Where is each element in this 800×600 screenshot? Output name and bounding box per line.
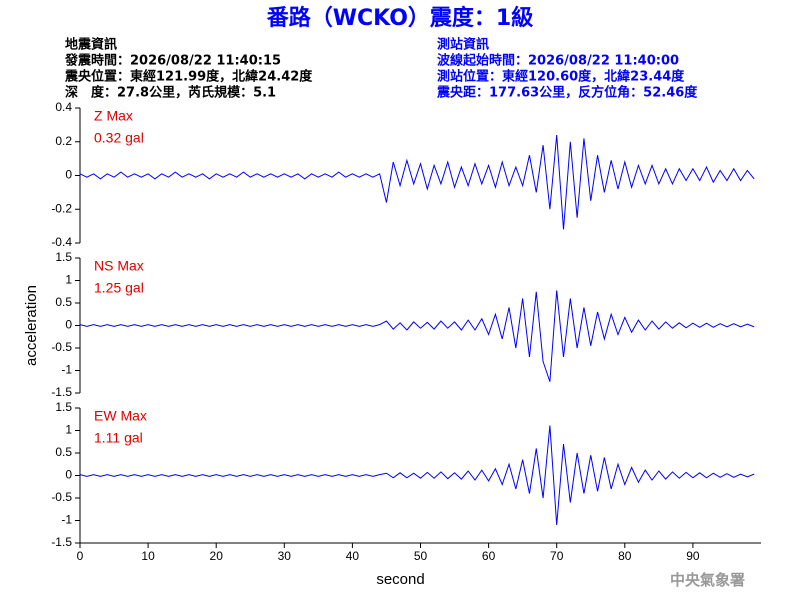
annotation: EW Max: [94, 408, 147, 424]
x-tick-label: 20: [210, 549, 224, 563]
x-tick-label: 70: [550, 549, 564, 563]
waveform: [79, 425, 755, 526]
y-tick-label: -1: [61, 363, 72, 377]
annotation: 0.32 gal: [94, 130, 144, 146]
title: 番路（WCKO）震度：1級: [266, 5, 533, 31]
x-tick-label: 90: [686, 549, 700, 563]
y-tick-label: 0.5: [55, 445, 72, 459]
y-axis-label: acceleration: [23, 285, 40, 366]
header-left: 震央位置：東經121.99度，北緯24.42度: [64, 69, 313, 85]
y-tick-label: -1: [61, 513, 72, 527]
agency: 中央氣象署: [670, 571, 745, 589]
y-tick-label: 0.5: [55, 295, 72, 309]
x-tick-label: 10: [141, 549, 155, 563]
header-left: 地震資訊: [65, 37, 117, 53]
x-tick-label: 80: [618, 549, 632, 563]
annotation: 1.11 gal: [94, 430, 143, 446]
header-left: 發震時間：2026/08/22 11:40:15: [64, 53, 281, 69]
annotation: Z Max: [94, 108, 133, 124]
y-tick-label: -1.5: [51, 385, 72, 399]
waveform: [79, 290, 755, 382]
y-tick-label: 1.5: [55, 400, 72, 414]
header-left: 深 度：27.8公里，芮氏規模：5.1: [65, 85, 276, 101]
y-tick-label: -0.5: [51, 490, 72, 504]
header-right: 測站位置：東經120.60度，北緯23.44度: [437, 69, 685, 85]
x-tick-label: 40: [346, 549, 360, 563]
y-tick-label: -0.5: [51, 340, 72, 354]
annotation: 1.25 gal: [94, 280, 144, 296]
header-right: 測站資訊: [437, 37, 489, 53]
x-tick-label: 60: [482, 549, 496, 563]
y-tick-label: -0.2: [51, 201, 72, 215]
x-tick-label: 50: [414, 549, 428, 563]
x-axis-label: second: [376, 571, 424, 588]
y-tick-label: 0.2: [55, 134, 72, 148]
y-tick-label: 0: [65, 318, 72, 332]
y-tick-label: 1: [65, 423, 72, 437]
header-right: 波線起始時間：2026/08/22 11:40:00: [437, 53, 679, 69]
header-right: 震央距：177.63公里，反方位角：52.46度: [436, 85, 698, 101]
y-tick-label: -0.4: [51, 235, 72, 249]
y-tick-label: 1: [65, 273, 72, 287]
y-tick-label: -1.5: [51, 535, 72, 549]
waveform: [79, 134, 755, 230]
annotation: NS Max: [94, 258, 144, 274]
x-tick-label: 30: [278, 549, 292, 563]
x-tick-label: 0: [77, 549, 84, 563]
y-tick-label: 0.4: [55, 100, 72, 114]
y-tick-label: 0: [65, 468, 72, 482]
y-tick-label: 0: [65, 168, 72, 182]
y-tick-label: 1.5: [55, 250, 72, 264]
